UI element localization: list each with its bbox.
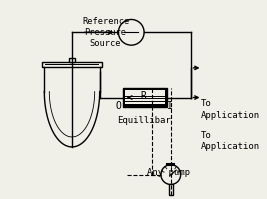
- Bar: [42, 62, 103, 67]
- Text: Reference
Pressure
Source: Reference Pressure Source: [82, 17, 129, 48]
- Bar: [123, 88, 167, 107]
- Bar: [45, 64, 99, 65]
- Text: To
Application: To Application: [201, 100, 260, 120]
- Circle shape: [161, 165, 181, 184]
- Text: O: O: [116, 101, 121, 111]
- Bar: [125, 90, 165, 104]
- Text: To
Application: To Application: [201, 131, 260, 151]
- Text: I: I: [167, 101, 173, 111]
- Bar: [169, 184, 173, 195]
- Circle shape: [119, 20, 144, 45]
- Bar: [69, 58, 75, 62]
- Text: R: R: [140, 91, 146, 101]
- Text: Any pump: Any pump: [147, 168, 190, 177]
- Text: Equillibar: Equillibar: [117, 116, 171, 125]
